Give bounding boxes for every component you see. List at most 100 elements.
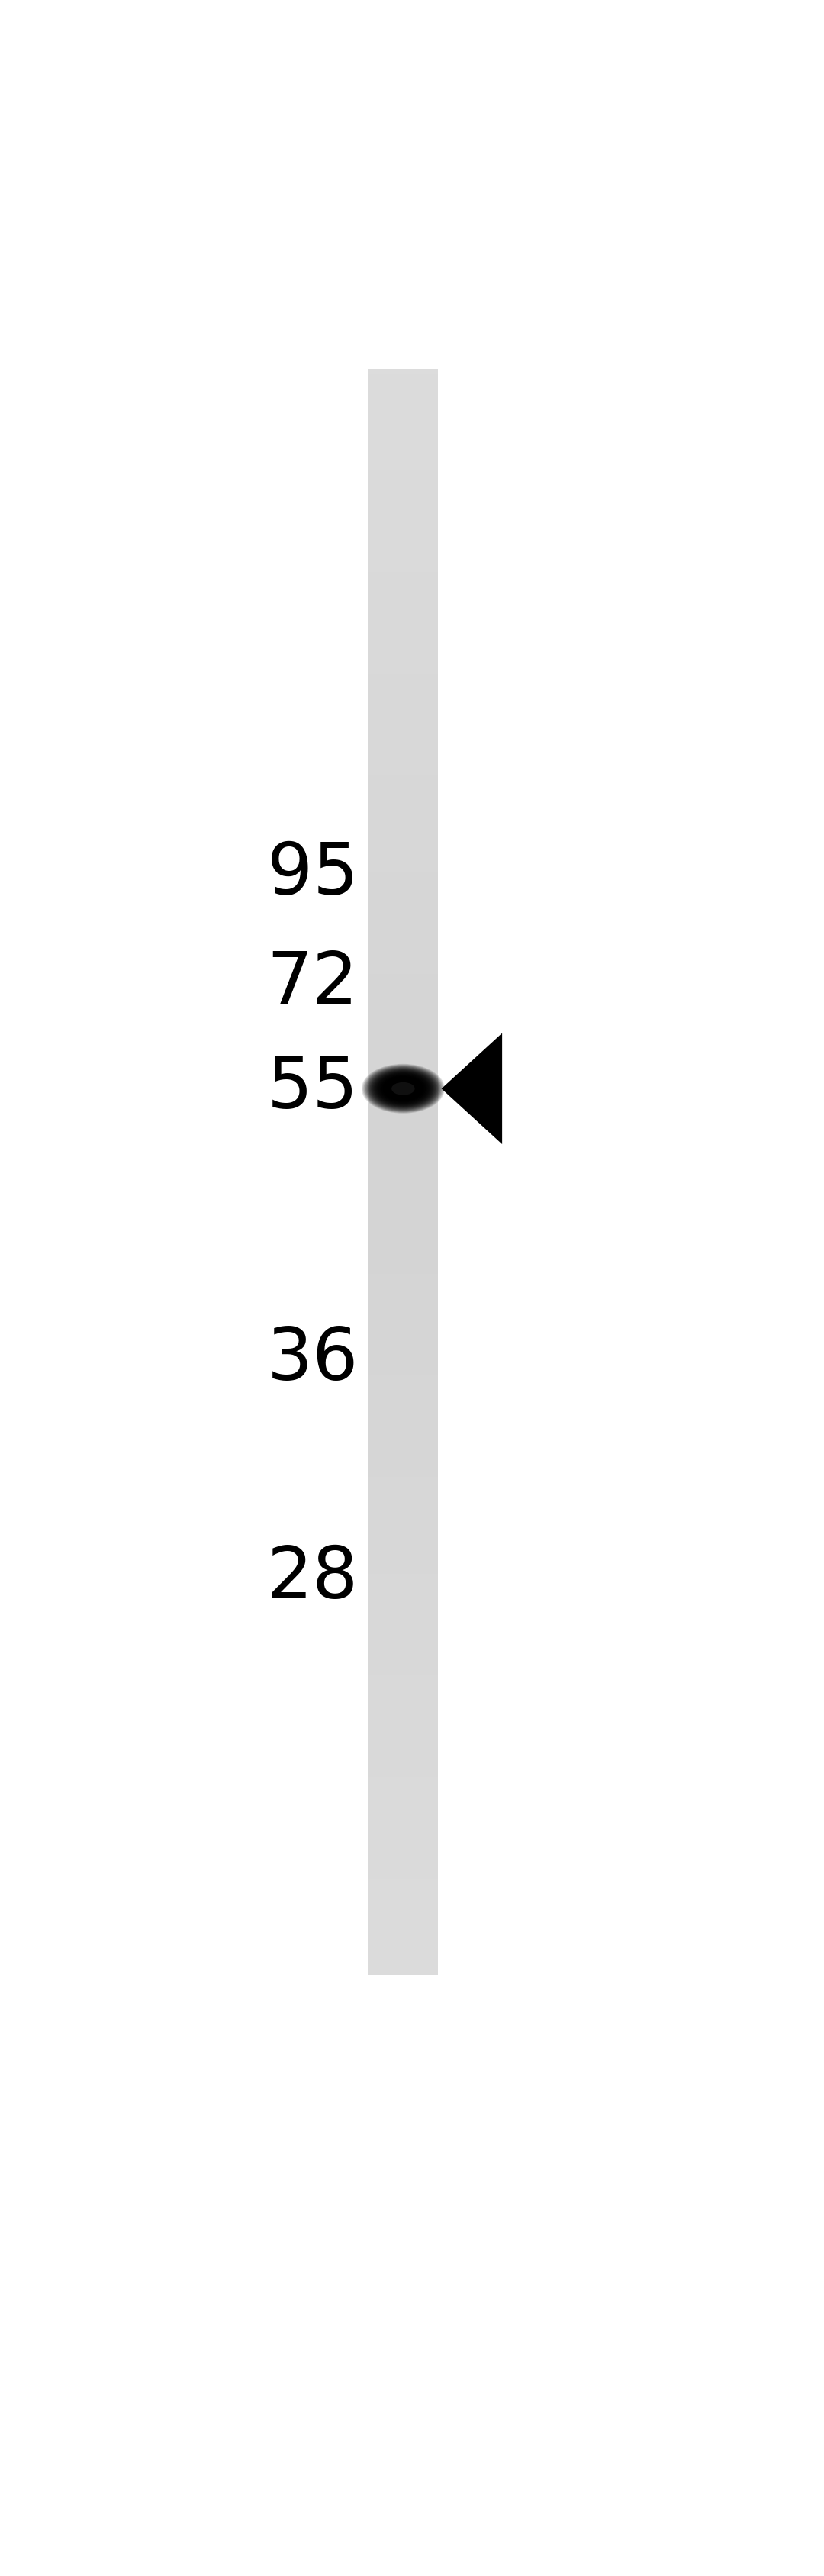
Bar xyxy=(368,685,438,690)
Bar xyxy=(368,1783,438,1788)
Bar xyxy=(368,417,438,422)
Bar xyxy=(368,497,438,502)
Bar xyxy=(368,1718,438,1723)
Bar xyxy=(368,433,438,438)
Ellipse shape xyxy=(365,1066,442,1113)
Bar xyxy=(368,605,438,611)
Bar xyxy=(368,379,438,384)
Bar xyxy=(368,389,438,397)
Bar xyxy=(368,1515,438,1520)
Bar xyxy=(368,1360,438,1365)
Bar xyxy=(368,647,438,652)
Bar xyxy=(368,1901,438,1906)
Bar xyxy=(368,1296,438,1301)
Bar xyxy=(368,1525,438,1530)
Bar xyxy=(368,765,438,770)
Bar xyxy=(368,755,438,760)
Bar xyxy=(368,1821,438,1826)
Bar xyxy=(368,567,438,572)
Bar xyxy=(368,829,438,835)
Bar xyxy=(368,1494,438,1499)
Bar xyxy=(368,1654,438,1659)
Bar xyxy=(368,1440,438,1445)
Bar xyxy=(368,920,438,925)
Bar xyxy=(368,1643,438,1649)
Bar xyxy=(368,1311,438,1316)
Bar xyxy=(368,1584,438,1589)
Ellipse shape xyxy=(384,1077,422,1100)
Bar xyxy=(368,1788,438,1793)
Bar xyxy=(368,1247,438,1252)
Ellipse shape xyxy=(377,1074,429,1105)
Bar xyxy=(368,1873,438,1878)
Bar xyxy=(368,513,438,518)
Bar xyxy=(368,1728,438,1734)
Bar xyxy=(368,1476,438,1484)
Bar xyxy=(368,1520,438,1525)
Bar xyxy=(368,1350,438,1355)
Ellipse shape xyxy=(373,1072,433,1108)
Ellipse shape xyxy=(400,1087,406,1090)
Bar xyxy=(368,974,438,979)
Bar xyxy=(368,1896,438,1901)
Bar xyxy=(368,592,438,600)
Bar xyxy=(368,775,438,781)
Bar xyxy=(368,577,438,582)
Bar xyxy=(368,1777,438,1783)
Bar xyxy=(368,459,438,466)
Bar xyxy=(368,1103,438,1108)
Bar xyxy=(368,884,438,889)
Ellipse shape xyxy=(369,1069,438,1110)
Bar xyxy=(368,1762,438,1767)
Ellipse shape xyxy=(391,1082,414,1095)
Bar xyxy=(368,428,438,433)
Bar xyxy=(368,1569,438,1574)
Bar xyxy=(368,909,438,914)
Bar xyxy=(368,412,438,417)
Bar xyxy=(368,770,438,775)
Bar xyxy=(368,1280,438,1285)
Bar xyxy=(368,1376,438,1381)
Bar xyxy=(368,1971,438,1976)
Bar xyxy=(368,1767,438,1772)
Bar xyxy=(368,1301,438,1306)
Bar xyxy=(368,1069,438,1077)
Bar xyxy=(368,1221,438,1226)
Bar xyxy=(368,1028,438,1033)
Bar xyxy=(368,492,438,497)
Bar xyxy=(368,1425,438,1430)
Bar xyxy=(368,1203,438,1211)
Bar xyxy=(368,1087,438,1092)
Bar xyxy=(368,1499,438,1504)
Bar xyxy=(368,582,438,587)
Bar xyxy=(368,1108,438,1113)
Bar xyxy=(368,1553,438,1558)
Bar xyxy=(368,1772,438,1777)
Ellipse shape xyxy=(374,1072,433,1105)
Bar xyxy=(368,1589,438,1595)
Bar xyxy=(368,1942,438,1947)
Bar xyxy=(368,819,438,824)
Bar xyxy=(368,1172,438,1177)
Bar xyxy=(368,894,438,899)
Bar xyxy=(368,1669,438,1674)
Ellipse shape xyxy=(393,1082,413,1095)
Text: 95: 95 xyxy=(267,840,358,909)
Bar xyxy=(368,814,438,819)
Bar xyxy=(368,1332,438,1337)
Bar xyxy=(368,1600,438,1605)
Bar xyxy=(368,1162,438,1167)
Bar xyxy=(368,621,438,626)
Ellipse shape xyxy=(392,1082,414,1095)
Bar xyxy=(368,1530,438,1535)
Bar xyxy=(368,1327,438,1332)
Ellipse shape xyxy=(381,1074,425,1103)
Bar xyxy=(368,471,438,477)
Bar xyxy=(368,1744,438,1752)
Bar xyxy=(368,889,438,894)
Bar xyxy=(368,979,438,984)
Bar xyxy=(368,914,438,920)
Bar xyxy=(368,1445,438,1450)
Bar xyxy=(368,1832,438,1837)
Bar xyxy=(368,1638,438,1643)
